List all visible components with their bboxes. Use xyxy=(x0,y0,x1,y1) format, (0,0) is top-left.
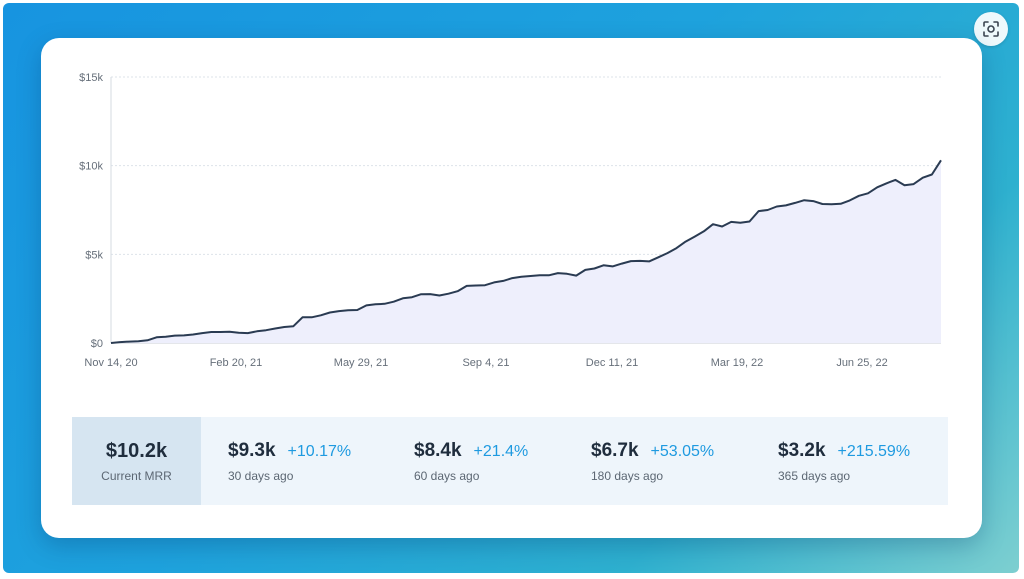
area-fill xyxy=(111,160,941,343)
stat-60-days: $8.4k +21.4% 60 days ago xyxy=(414,417,528,505)
stat-change: +53.05% xyxy=(650,442,715,460)
x-tick-label: Nov 14, 20 xyxy=(84,357,137,369)
current-mrr-stat: $10.2k Current MRR xyxy=(72,417,201,505)
stat-label: 30 days ago xyxy=(228,468,294,483)
stat-value: $6.7k xyxy=(591,439,639,461)
current-mrr-label: Current MRR xyxy=(101,468,172,483)
y-tick-label: $15k xyxy=(79,72,103,84)
stat-365-days: $3.2k +215.59% 365 days ago xyxy=(778,417,910,505)
x-tick-label: Jun 25, 22 xyxy=(836,357,887,369)
stat-change: +21.4% xyxy=(473,442,529,460)
stat-change: +10.17% xyxy=(287,442,352,460)
stat-value: $9.3k xyxy=(228,439,276,461)
x-tick-label: Dec 11, 21 xyxy=(586,357,638,369)
mrr-stats-bar: $10.2k Current MRR $9.3k +10.17% 30 days… xyxy=(72,417,948,505)
stat-value: $8.4k xyxy=(414,439,462,461)
stat-label: 365 days ago xyxy=(778,468,851,483)
screenshot-capture-icon xyxy=(983,21,999,37)
y-tick-label: $5k xyxy=(85,249,103,261)
screenshot-capture-button[interactable] xyxy=(974,12,1008,46)
x-tick-label: Sep 4, 21 xyxy=(462,357,509,369)
series-line xyxy=(110,159,942,344)
y-tick-label: $10k xyxy=(79,161,103,173)
mrr-card: $0 $5k $10k $15k Nov 14, 20 Feb 20, 21 May 29,… xyxy=(41,38,982,538)
stat-change: +215.59% xyxy=(837,442,911,460)
stat-label: 60 days ago xyxy=(414,468,480,483)
stat-30-days: $9.3k +10.17% 30 days ago xyxy=(228,417,351,505)
current-mrr-value: $10.2k xyxy=(105,439,168,462)
mrr-chart: $0 $5k $10k $15k Nov 14, 20 Feb 20, 21 May 29,… xyxy=(79,72,942,369)
x-tick-label: Mar 19, 22 xyxy=(711,357,764,369)
stat-label: 180 days ago xyxy=(591,468,664,483)
stat-180-days: $6.7k +53.05% 180 days ago xyxy=(591,417,714,505)
x-tick-label: Feb 20, 21 xyxy=(210,357,263,369)
x-tick-label: May 29, 21 xyxy=(334,357,388,369)
y-tick-label: $0 xyxy=(91,338,103,350)
stat-value: $3.2k xyxy=(778,439,826,461)
